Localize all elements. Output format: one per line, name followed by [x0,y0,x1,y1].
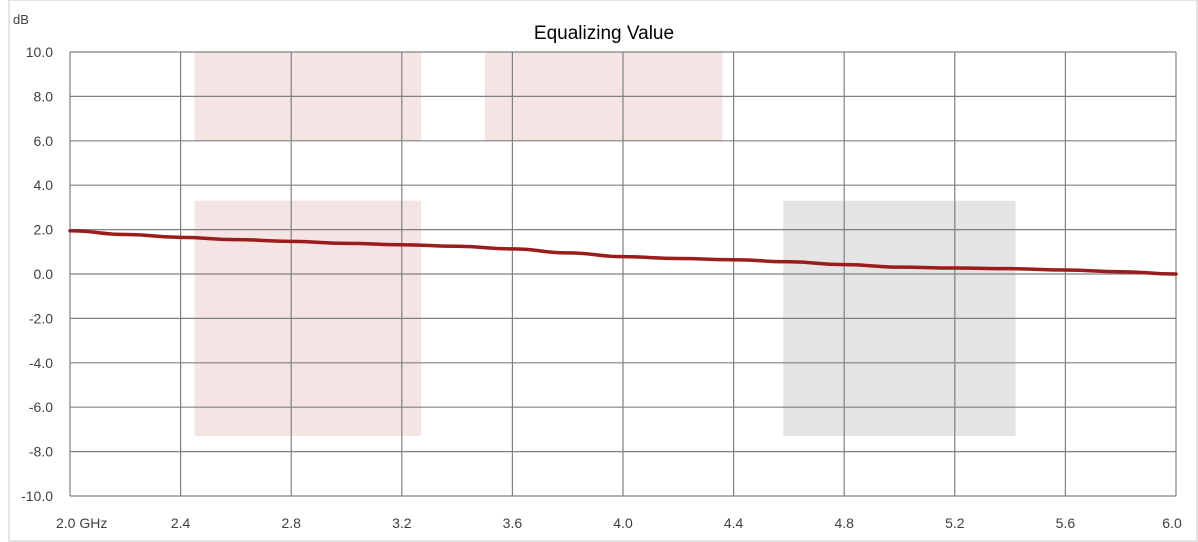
y-tick-label: -10.0 [21,488,53,504]
x-tick-label: 4.4 [724,515,744,531]
y-tick-label: 6.0 [34,133,54,149]
x-tick-label: 2.8 [281,515,301,531]
grid-lines [69,51,1177,497]
x-tick-label: 3.6 [503,515,523,531]
x-tick-label: 2.4 [171,515,191,531]
y-tick-label: 8.0 [34,88,54,104]
x-tick-label: 6.0 [1162,515,1182,531]
y-tick-label: -8.0 [29,444,53,460]
x-tick-labels: 2.0 GHz 2.4 2.8 3.2 3.6 4.0 4.4 4.8 5.2 5.6 6.0 [56,515,1182,531]
y-tick-label: -2.0 [29,310,53,326]
x-tick-label: 5.2 [945,515,965,531]
chart-title: Equalizing Value [534,23,674,44]
x-tick-label: 3.2 [392,515,412,531]
y-axis-unit-label: dB [13,12,29,27]
y-tick-label: 2.0 [34,222,54,238]
chart-outer-border [8,0,1198,542]
y-tick-label: 10.0 [26,44,53,60]
x-tick-label: 5.6 [1056,515,1076,531]
x-tick-label: 4.0 [613,515,633,531]
y-tick-labels: 10.0 8.0 6.0 4.0 2.0 0.0 -2.0 -4.0 -6.0 -8.0 -10.0 [21,44,53,504]
x-tick-label: 2.0 GHz [56,515,107,531]
y-tick-label: 0.0 [34,266,54,282]
y-tick-label: 4.0 [34,177,54,193]
series-line-0 [68,228,1178,276]
series-lines [68,228,1178,276]
x-tick-label: 4.8 [834,515,854,531]
y-tick-label: -6.0 [29,399,53,415]
y-tick-label: -4.0 [29,355,53,371]
